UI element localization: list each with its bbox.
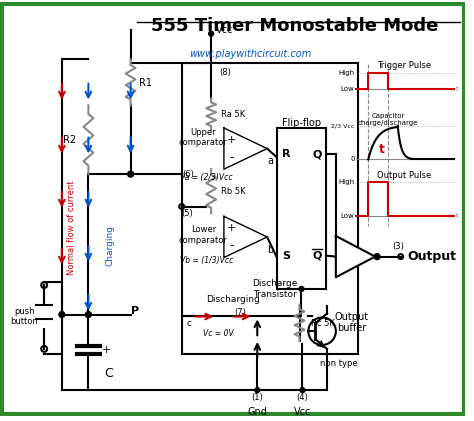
- Text: -: -: [229, 239, 234, 252]
- Text: C: C: [104, 367, 113, 380]
- Text: Discharge
Transistor: Discharge Transistor: [252, 279, 298, 299]
- Text: Gnd: Gnd: [247, 407, 267, 417]
- Circle shape: [255, 388, 260, 393]
- Text: Low: Low: [341, 213, 355, 219]
- Text: a: a: [267, 156, 273, 166]
- Text: (1): (1): [251, 392, 263, 402]
- Text: +: +: [227, 135, 237, 145]
- Text: Output
buffer: Output buffer: [335, 312, 369, 333]
- Text: Low: Low: [341, 85, 355, 92]
- Text: Q: Q: [312, 250, 322, 261]
- Text: High: High: [338, 179, 355, 185]
- Text: Lower
comparator: Lower comparator: [179, 225, 228, 245]
- Text: R2: R2: [64, 135, 77, 145]
- Text: www.playwithcircuit.com: www.playwithcircuit.com: [189, 49, 311, 59]
- Polygon shape: [224, 128, 267, 169]
- Text: push
button: push button: [11, 307, 38, 326]
- Text: R1: R1: [139, 78, 153, 88]
- Text: (5): (5): [182, 209, 193, 218]
- Text: t: t: [379, 143, 385, 156]
- Text: (4): (4): [297, 392, 309, 402]
- Text: t: t: [456, 213, 458, 219]
- Bar: [182, 63, 358, 354]
- Text: Vb = (1/3)Vcc: Vb = (1/3)Vcc: [180, 256, 233, 265]
- Polygon shape: [224, 216, 267, 258]
- Text: (3): (3): [392, 242, 404, 251]
- Circle shape: [300, 388, 305, 393]
- Polygon shape: [336, 236, 375, 277]
- Text: S: S: [282, 250, 290, 261]
- Text: (8): (8): [219, 69, 231, 77]
- Circle shape: [85, 312, 91, 317]
- Text: Vcc: Vcc: [294, 407, 311, 417]
- Text: npn type: npn type: [320, 359, 357, 368]
- Text: R: R: [282, 149, 290, 160]
- Text: Ra 5K: Ra 5K: [221, 110, 245, 119]
- Text: Capacitor
charge/discharge: Capacitor charge/discharge: [358, 113, 418, 126]
- Text: Output Pulse: Output Pulse: [377, 171, 432, 180]
- Text: +: +: [102, 345, 111, 355]
- Text: c: c: [186, 319, 191, 328]
- Text: -: -: [229, 151, 234, 164]
- Text: Upper
comparator: Upper comparator: [179, 128, 228, 147]
- Bar: [277, 128, 326, 289]
- Text: High: High: [338, 70, 355, 76]
- Text: Output: Output: [408, 250, 456, 263]
- Circle shape: [374, 253, 380, 259]
- Text: Vcc: Vcc: [216, 25, 233, 35]
- Text: (7): (7): [235, 308, 246, 317]
- Text: b: b: [267, 245, 273, 255]
- Text: 0: 0: [350, 156, 355, 163]
- Text: +: +: [227, 223, 237, 233]
- Text: Charging: Charging: [106, 225, 115, 266]
- Text: Trigger Pulse: Trigger Pulse: [377, 61, 432, 70]
- Text: t: t: [456, 85, 458, 92]
- Circle shape: [299, 287, 304, 291]
- Text: Q: Q: [312, 149, 322, 160]
- Text: Normal flow of current: Normal flow of current: [67, 181, 76, 275]
- Text: 2/3 Vcc: 2/3 Vcc: [331, 123, 355, 128]
- Text: (6): (6): [182, 170, 194, 179]
- Text: Rc 5K: Rc 5K: [311, 319, 335, 328]
- Circle shape: [209, 31, 214, 36]
- Text: 555 Timer Monostable Mode: 555 Timer Monostable Mode: [151, 17, 438, 35]
- Text: Discharging: Discharging: [206, 295, 260, 304]
- Text: Vc = 0V: Vc = 0V: [203, 329, 234, 338]
- Text: Flip-flop: Flip-flop: [282, 118, 321, 128]
- Circle shape: [128, 171, 134, 177]
- Text: Rb 5K: Rb 5K: [221, 187, 246, 196]
- Text: Va = (2/3)Vcc: Va = (2/3)Vcc: [180, 173, 233, 181]
- Text: P: P: [131, 306, 139, 316]
- Circle shape: [59, 312, 65, 317]
